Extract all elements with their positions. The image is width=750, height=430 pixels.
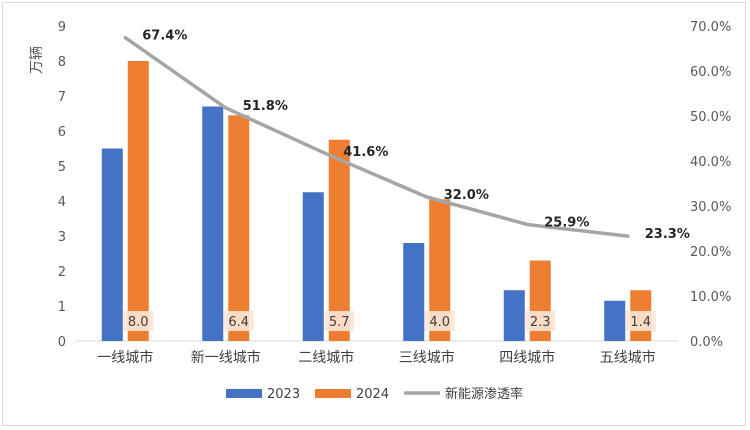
left-tick-label: 1 <box>58 300 66 315</box>
bar-2024-1 <box>127 61 149 341</box>
category-label: 一线城市 <box>97 349 153 366</box>
left-tick-label: 9 <box>58 20 66 35</box>
value-label: 4.0 <box>429 315 450 330</box>
left-tick-label: 0 <box>58 335 66 350</box>
line-data-label: 51.8% <box>243 99 288 114</box>
legend-label: 2024 <box>356 387 389 402</box>
left-tick-label: 2 <box>58 265 66 280</box>
left-tick-label: 8 <box>58 55 66 70</box>
legend-label: 2023 <box>267 387 300 402</box>
bar-2023-1 <box>101 148 123 341</box>
line-labels: 67.4% 51.8% 41.6% 32.0% 25.9% 23.3% <box>142 29 690 242</box>
value-label: 5.7 <box>329 315 350 330</box>
line-series <box>123 35 630 238</box>
right-tick-label: 10.0% <box>690 290 731 305</box>
value-label-box <box>525 311 556 331</box>
bar-2023-6 <box>604 300 626 341</box>
value-label: 1.4 <box>630 315 651 330</box>
line-data-label: 23.3% <box>645 227 690 242</box>
category-label: 三线城市 <box>399 349 455 366</box>
bar-2023-4 <box>403 243 425 341</box>
right-tick-label: 50.0% <box>690 110 731 125</box>
category-label: 五线城市 <box>600 349 656 366</box>
value-label-box <box>123 311 154 331</box>
category-label: 二线城市 <box>298 349 354 366</box>
category-label: 四线城市 <box>499 349 555 366</box>
value-label: 8.0 <box>128 315 149 330</box>
axes: 万辆 <box>29 46 678 342</box>
line-point <box>525 222 529 226</box>
value-label-box <box>424 311 455 331</box>
line-data-label: 67.4% <box>142 29 187 44</box>
line-data-label: 41.6% <box>343 145 388 160</box>
value-label: 2.3 <box>530 315 551 330</box>
value-label-box <box>223 311 254 331</box>
value-labels: 8.0 6.4 5.7 4.0 2.3 1.4 <box>123 311 656 331</box>
value-label-box <box>625 311 656 331</box>
line-point <box>324 152 328 156</box>
value-label: 6.4 <box>228 315 249 330</box>
line-point <box>425 195 429 199</box>
category-labels: 一线城市 新一线城市 二线城市 三线城市 四线城市 五线城市 <box>97 349 656 366</box>
left-tick-label: 7 <box>58 90 66 105</box>
y-axis-title: 万辆 <box>29 46 45 74</box>
penetration-rate-line <box>123 35 630 238</box>
line-data-label: 25.9% <box>544 215 589 230</box>
right-tick-label: 60.0% <box>690 65 731 80</box>
bar-2024-3 <box>328 139 350 341</box>
category-label: 新一线城市 <box>191 349 261 366</box>
line-point <box>123 36 127 40</box>
bar-2024-2 <box>228 115 250 341</box>
left-tick-label: 3 <box>58 230 66 245</box>
left-tick-label: 6 <box>58 125 66 140</box>
legend-swatch <box>226 389 262 398</box>
right-tick-label: 0.0% <box>690 335 723 350</box>
chart-frame <box>2 2 746 426</box>
value-label-box <box>324 311 355 331</box>
right-tick-label: 40.0% <box>690 155 731 170</box>
left-axis-ticks: 0 1 2 3 4 5 6 7 8 9 <box>58 20 66 350</box>
legend-label: 新能源渗透率 <box>445 386 523 402</box>
right-tick-label: 70.0% <box>690 20 731 35</box>
bar-2023-3 <box>302 192 324 341</box>
left-tick-label: 4 <box>58 195 66 210</box>
right-tick-label: 20.0% <box>690 245 731 260</box>
legend-swatch <box>315 389 351 398</box>
right-axis-ticks: 0.0% 10.0% 20.0% 30.0% 40.0% 50.0% 60.0% 70.0% <box>690 20 731 350</box>
line-data-label: 32.0% <box>444 188 489 203</box>
line-point <box>224 106 228 110</box>
right-tick-label: 30.0% <box>690 200 731 215</box>
bar-2024-4 <box>429 199 451 341</box>
bar-2023-2 <box>202 106 224 341</box>
bar-2023-5 <box>503 290 525 341</box>
line-point <box>626 234 630 238</box>
bars <box>101 61 652 341</box>
legend: 2023 2024 新能源渗透率 <box>226 386 523 402</box>
left-tick-label: 5 <box>58 160 66 175</box>
